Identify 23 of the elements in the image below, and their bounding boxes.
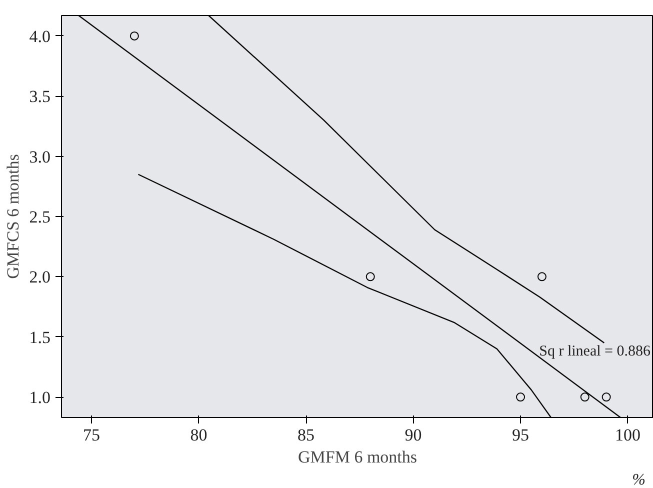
x-tick-label: 95	[512, 426, 530, 444]
text: %	[632, 472, 646, 488]
y-tick-label: 4.0	[29, 26, 50, 46]
x-tick-label: 85	[298, 426, 315, 444]
point	[537, 272, 546, 282]
annotation: Sq r lineal = 0.886	[539, 344, 651, 360]
x-tick-label: 100	[615, 426, 641, 444]
x-tick-label: 90	[404, 426, 422, 444]
y-tick-label: 3.5	[29, 87, 50, 106]
y-tick-label: 1.5	[29, 328, 50, 347]
point	[580, 392, 590, 402]
point	[516, 392, 526, 402]
x-tick-label: 80	[190, 426, 208, 444]
y-tick-label: 2.0	[29, 268, 50, 287]
point	[602, 392, 611, 402]
y-axis-title: GMFCS 6 months	[3, 154, 22, 279]
point	[366, 272, 375, 282]
y-tick-label: 2.5	[29, 208, 50, 226]
y-tick-label: 3.0	[29, 147, 50, 166]
x-tick-label: 75	[83, 426, 100, 444]
y-tick-label: 1.0	[29, 388, 50, 408]
point	[130, 31, 139, 40]
x-axis-title: GMFM 6 months	[298, 448, 418, 466]
